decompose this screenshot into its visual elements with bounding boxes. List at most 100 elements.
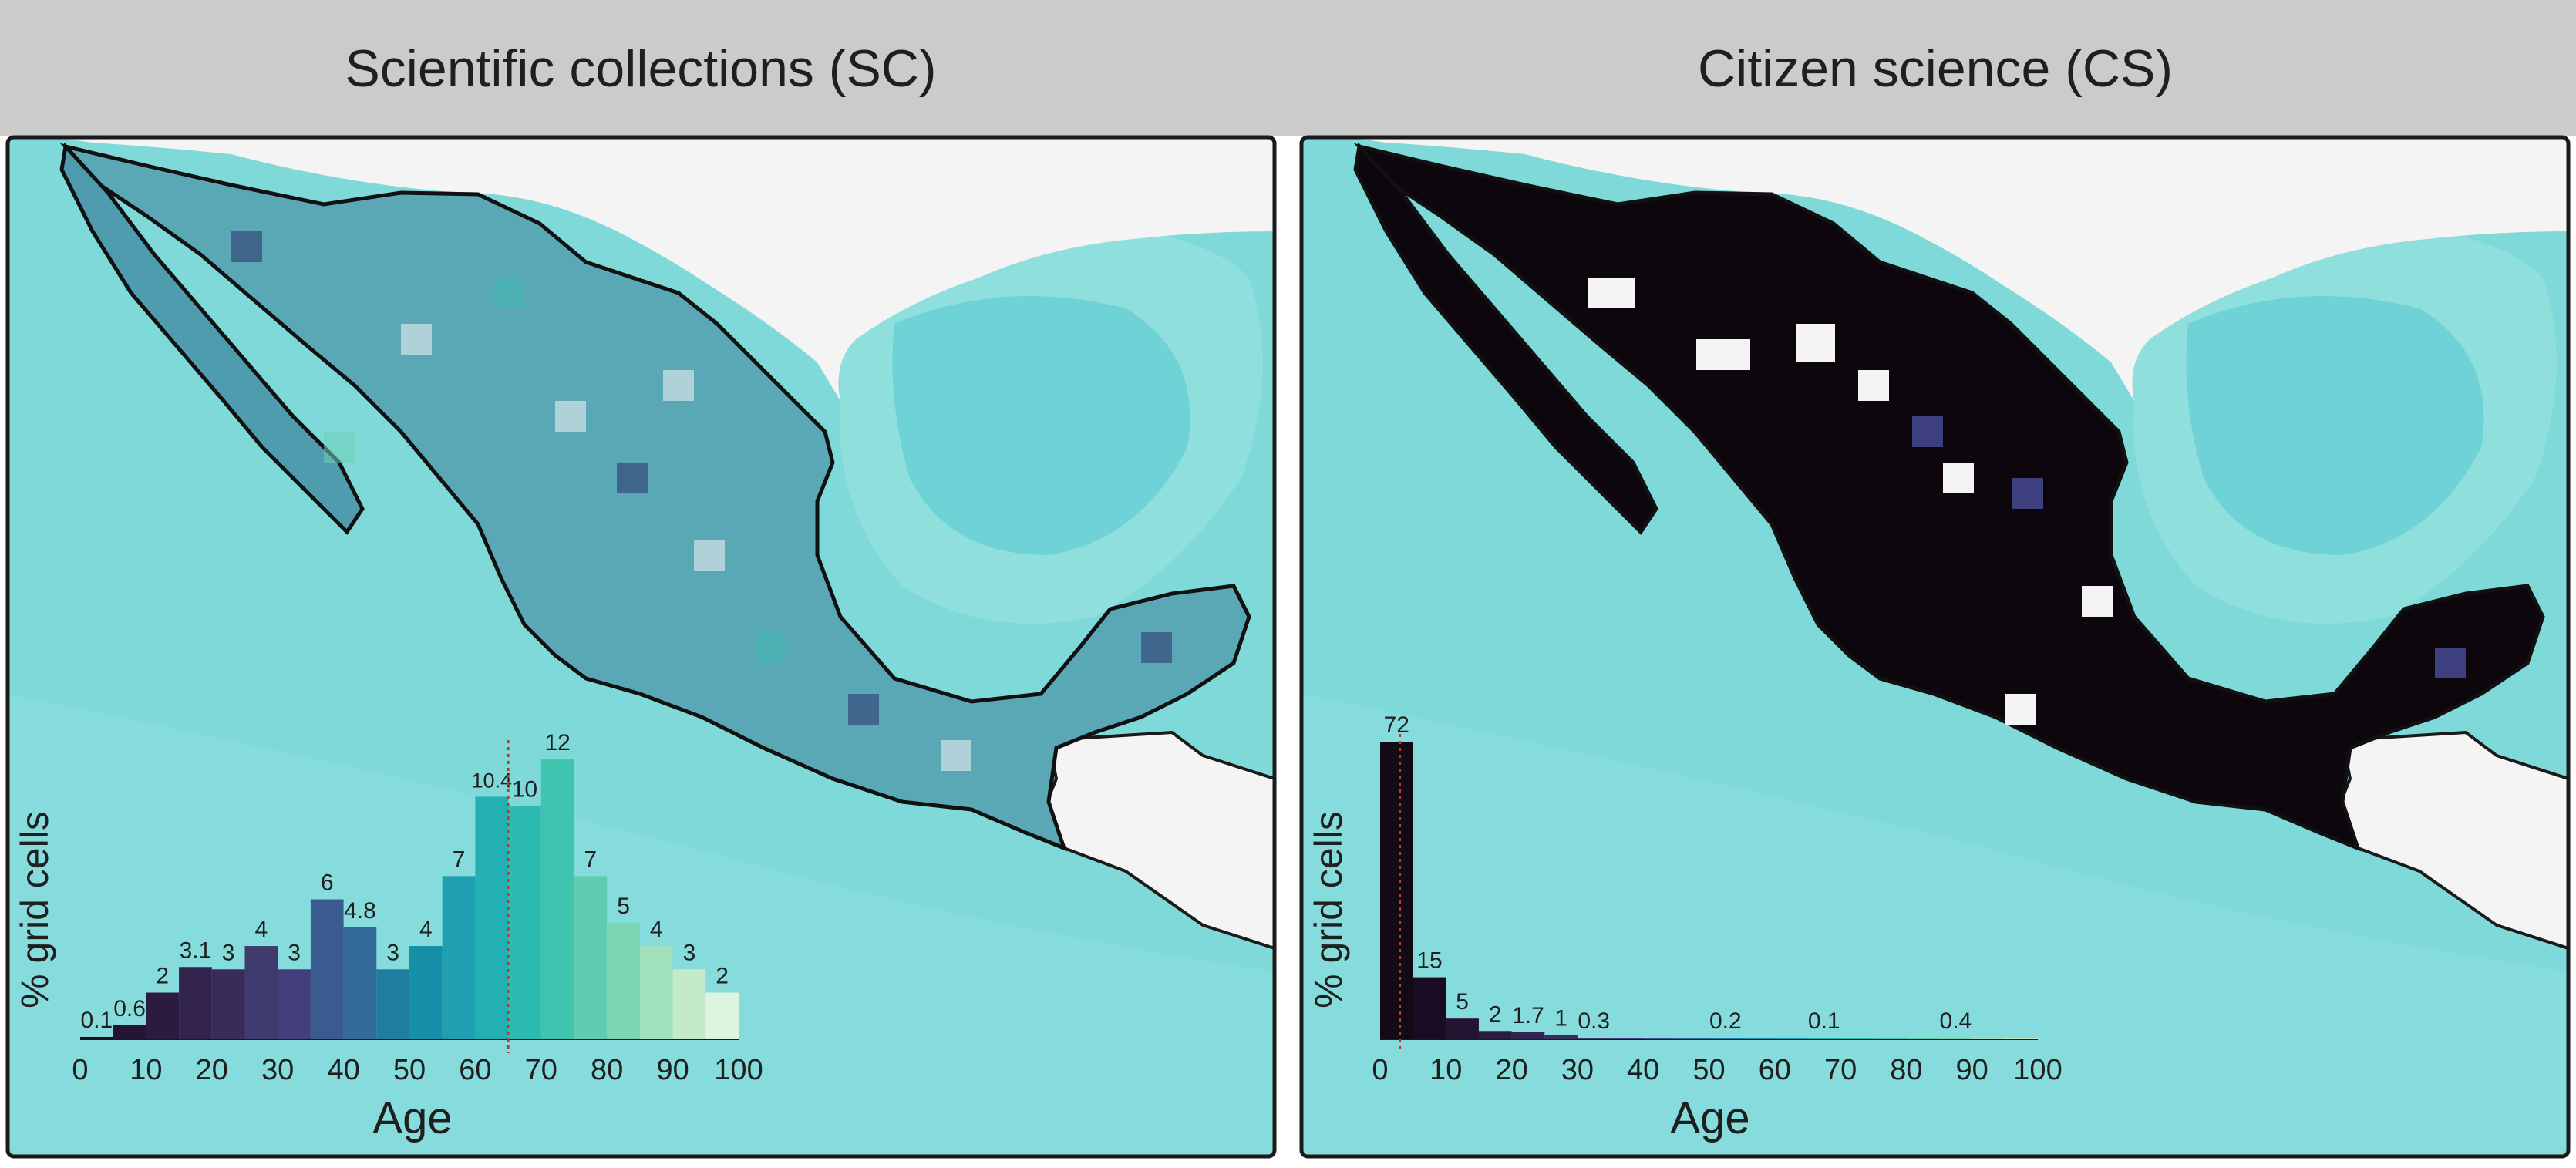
bar-label-sc-6: 3: [288, 940, 301, 965]
bar-sc-1: [113, 1025, 146, 1039]
bar-label-cs-6: 0.3: [1578, 1008, 1610, 1034]
bar-label-sc-18: 3: [683, 940, 696, 965]
bar-label-sc-0: 0.1: [80, 1008, 113, 1033]
mexico-mainland: [59, 143, 1251, 852]
x-tick-cs-2: 20: [1495, 1054, 1527, 1086]
bar-cs-13: [1807, 1038, 1841, 1039]
x-tick-cs-1: 10: [1429, 1054, 1462, 1086]
bar-label-cs-2: 5: [1456, 989, 1469, 1015]
x-tick-sc-1: 10: [130, 1054, 162, 1086]
bar-sc-5: [244, 946, 278, 1039]
bar-label-cs-17: 0.4: [1940, 1008, 1972, 1034]
bar-label-sc-17: 4: [650, 917, 663, 942]
bar-sc-18: [672, 969, 706, 1039]
bar-label-cs-1: 15: [1416, 948, 1442, 974]
bar-label-cs-13: 0.1: [1808, 1008, 1840, 1034]
xlabel-sc: Age: [372, 1093, 452, 1143]
bar-sc-9: [376, 969, 409, 1039]
bar-label-sc-14: 12: [544, 730, 570, 756]
x-tick-cs-8: 80: [1890, 1054, 1922, 1086]
usa-land: [54, 137, 1275, 401]
ocean-shelf: [8, 694, 1275, 1156]
x-tick-sc-2: 20: [196, 1054, 228, 1086]
bar-sc-3: [179, 967, 212, 1039]
bar-label-cs-5: 1: [1554, 1006, 1567, 1032]
bar-cs-2: [1446, 1018, 1479, 1039]
mexico-mainland: [1353, 143, 2545, 852]
bar-label-cs-3: 2: [1489, 1001, 1502, 1027]
header-strip: [0, 0, 2576, 136]
bar-label-sc-4: 3: [222, 940, 235, 965]
bar-label-sc-7: 6: [321, 870, 334, 896]
bar-sc-7: [310, 899, 344, 1039]
x-tick-sc-0: 0: [72, 1054, 88, 1086]
bar-cs-5: [1544, 1035, 1578, 1039]
x-tick-sc-3: 30: [261, 1054, 294, 1086]
bar-cs-10: [1709, 1038, 1743, 1039]
bar-label-sc-9: 3: [386, 940, 399, 965]
panel-frame-cs: [1299, 135, 2571, 1159]
bar-sc-2: [146, 992, 180, 1039]
bar-label-sc-15: 7: [584, 847, 598, 872]
bar-cs-0: [1380, 742, 1413, 1039]
map-panel-cs: [1301, 137, 2568, 1156]
bar-label-sc-16: 5: [617, 894, 630, 919]
bar-sc-10: [409, 946, 443, 1039]
x-tick-sc-5: 50: [393, 1054, 426, 1086]
cs-cell-texture: [1588, 278, 2466, 725]
x-tick-sc-7: 70: [525, 1054, 557, 1086]
usa-land: [1348, 137, 2568, 401]
x-tick-cs-5: 50: [1692, 1054, 1725, 1086]
sc-cell-texture: [231, 231, 1172, 771]
bar-sc-14: [540, 759, 574, 1039]
ylabel-cs: % grid cells: [1307, 811, 1350, 1008]
histogram-cs: 72 15 5 2 1.7 1 0.3 0.2 0.1 0.4 0 10 20 30 40 50 60 70 80 9…: [1372, 712, 2062, 1086]
baja-california: [1353, 142, 1658, 535]
bar-label-sc-12: 10.4: [471, 769, 512, 793]
panel-title-sc: Scientific collections (SC): [345, 39, 936, 98]
x-tick-sc-10: 100: [714, 1054, 763, 1086]
bar-cs-3: [1478, 1031, 1512, 1039]
bar-label-sc-11: 7: [453, 847, 466, 872]
x-tick-cs-3: 30: [1561, 1054, 1594, 1086]
bar-sc-8: [343, 927, 377, 1039]
bar-cs-15: [1873, 1038, 1907, 1039]
bar-cs-12: [1774, 1038, 1808, 1039]
bar-label-sc-8: 4.8: [344, 898, 376, 924]
bar-sc-15: [574, 876, 608, 1039]
bar-sc-4: [211, 969, 245, 1039]
ylabel-sc: % grid cells: [13, 811, 56, 1008]
ocean-shelf: [1301, 694, 2568, 1156]
baja-california: [59, 142, 365, 535]
bar-sc-17: [639, 946, 673, 1039]
x-tick-cs-9: 90: [1956, 1054, 1988, 1086]
x-tick-cs-0: 0: [1372, 1054, 1388, 1086]
gulf-deep-water: [892, 296, 1190, 555]
bar-sc-12: [475, 796, 509, 1039]
bar-cs-11: [1742, 1038, 1775, 1039]
bar-cs-14: [1840, 1038, 1874, 1039]
bar-label-cs-4: 1.7: [1512, 1003, 1544, 1028]
bar-cs-7: [1610, 1038, 1644, 1039]
map-panel-sc: [8, 137, 1275, 1156]
bar-cs-18: [1972, 1037, 2005, 1039]
bar-sc-6: [278, 969, 311, 1039]
bar-sc-13: [508, 806, 541, 1039]
bar-label-sc-13: 10: [512, 777, 537, 803]
gulf-deep-water: [2186, 296, 2484, 555]
bar-sc-19: [705, 992, 739, 1039]
bar-cs-19: [2005, 1038, 2038, 1039]
bar-cs-9: [1675, 1038, 1709, 1039]
bar-label-cs-0: 72: [1384, 712, 1409, 738]
bar-label-cs-10: 0.2: [1709, 1008, 1742, 1034]
bar-sc-16: [607, 922, 640, 1039]
x-tick-sc-8: 80: [591, 1054, 623, 1086]
x-tick-sc-4: 40: [327, 1054, 359, 1086]
x-tick-sc-9: 90: [656, 1054, 689, 1086]
bar-label-sc-2: 2: [156, 964, 169, 989]
panel-frame-sc: [5, 135, 1277, 1159]
x-tick-cs-4: 40: [1627, 1054, 1659, 1086]
xlabel-cs: Age: [1670, 1093, 1749, 1143]
